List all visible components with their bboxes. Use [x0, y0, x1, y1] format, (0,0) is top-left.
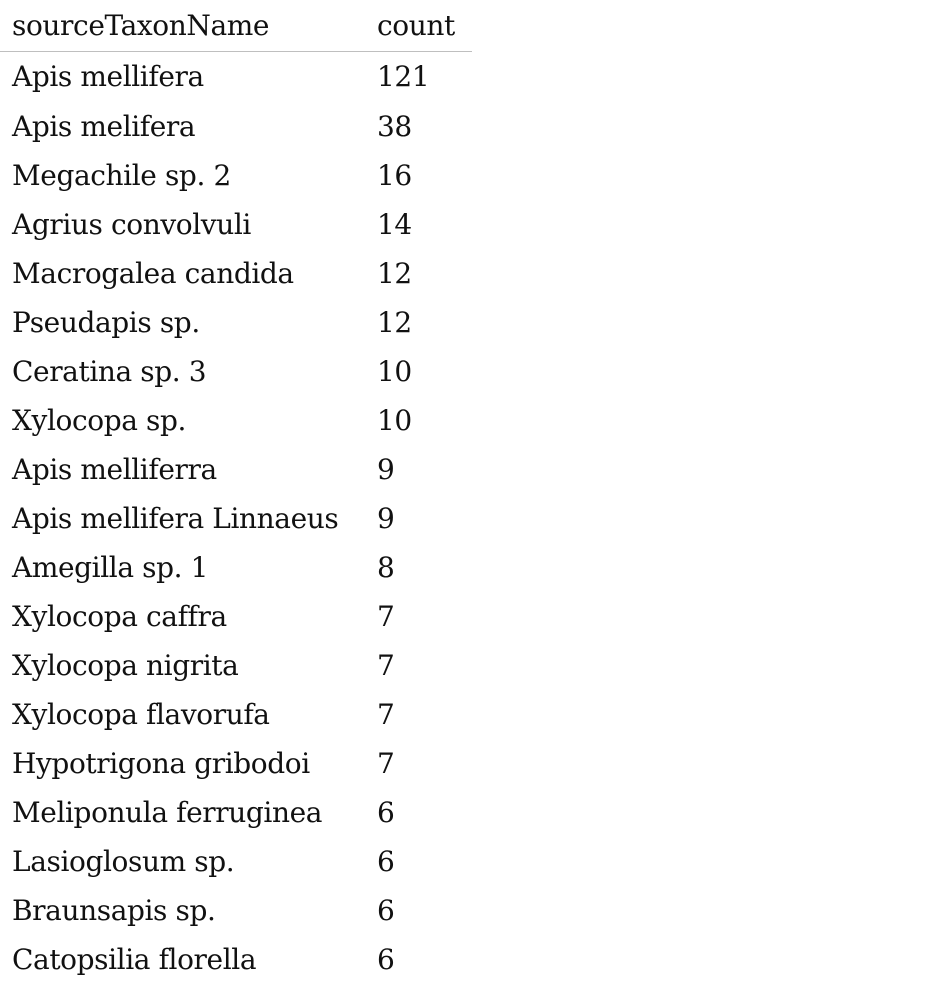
table-row: Xylocopa flavorufa 7 [0, 690, 472, 739]
table-row: Braunsapis sp. 6 [0, 886, 472, 935]
taxon-name-cell: Apis mellifera Linnaeus [12, 502, 339, 535]
taxon-name-cell: Meliponula ferruginea [12, 796, 323, 829]
count-cell: 121 [377, 60, 430, 93]
taxon-name-cell: Agrius convolvuli [12, 208, 251, 241]
count-cell: 10 [377, 404, 412, 437]
taxon-name-cell: Megachile sp. 2 [12, 159, 231, 192]
table-row: Hypotrigona gribodoi 7 [0, 739, 472, 788]
taxon-name-cell: Apis melifera [12, 110, 196, 143]
count-cell: 7 [377, 649, 395, 682]
count-cell: 12 [377, 306, 412, 339]
count-cell: 9 [377, 453, 395, 486]
taxon-name-cell: Xylocopa sp. [12, 404, 187, 437]
count-cell: 38 [377, 110, 412, 143]
table-row: Xylocopa sp. 10 [0, 396, 472, 445]
table-row: Xylocopa nigrita 7 [0, 641, 472, 690]
table-row: Lasioglosum sp. 6 [0, 837, 472, 886]
count-cell: 6 [377, 943, 395, 976]
taxon-name-cell: Pseudapis sp. [12, 306, 200, 339]
table-row: Apis mellifera Linnaeus 9 [0, 494, 472, 543]
count-cell: 16 [377, 159, 412, 192]
count-cell: 8 [377, 551, 395, 584]
taxon-name-cell: Xylocopa caffra [12, 600, 227, 633]
table-row: Apis melliferra 9 [0, 445, 472, 494]
taxon-name-cell: Xylocopa nigrita [12, 649, 239, 682]
table-row: Macrogalea candida 12 [0, 249, 472, 298]
taxon-count-table: sourceTaxonName count Apis mellifera 121 … [0, 0, 472, 985]
count-cell: 7 [377, 698, 395, 731]
table-row: Amegilla sp. 1 8 [0, 543, 472, 592]
header-row: sourceTaxonName count [0, 0, 472, 52]
count-cell: 12 [377, 257, 412, 290]
table-row: Pseudapis sp. 12 [0, 298, 472, 347]
taxon-count-table-container: sourceTaxonName count Apis mellifera 121 … [0, 0, 472, 985]
count-cell: 9 [377, 502, 395, 535]
table-row: Xylocopa caffra 7 [0, 592, 472, 641]
column-header-source-taxon-name: sourceTaxonName [0, 0, 377, 52]
taxon-name-cell: Amegilla sp. 1 [12, 551, 209, 584]
taxon-name-cell: Xylocopa flavorufa [12, 698, 270, 731]
taxon-name-cell: Apis melliferra [12, 453, 217, 486]
table-row: Apis melifera 38 [0, 102, 472, 151]
column-header-count: count [377, 0, 472, 52]
taxon-name-cell: Hypotrigona gribodoi [12, 747, 310, 780]
table-row: Megachile sp. 2 16 [0, 151, 472, 200]
taxon-name-cell: Macrogalea candida [12, 257, 294, 290]
count-cell: 7 [377, 600, 395, 633]
count-cell: 6 [377, 894, 395, 927]
table-row: Agrius convolvuli 14 [0, 200, 472, 249]
count-cell: 6 [377, 796, 395, 829]
count-cell: 6 [377, 845, 395, 878]
taxon-name-cell: Braunsapis sp. [12, 894, 216, 927]
taxon-name-cell: Ceratina sp. 3 [12, 355, 207, 388]
table-row: Meliponula ferruginea 6 [0, 788, 472, 837]
taxon-name-cell: Lasioglosum sp. [12, 845, 235, 878]
taxon-name-cell: Catopsilia florella [12, 943, 257, 976]
count-cell: 7 [377, 747, 395, 780]
count-cell: 10 [377, 355, 412, 388]
table-body: Apis mellifera 121 Apis melifera 38 Megach… [0, 52, 472, 985]
table-header: sourceTaxonName count [0, 0, 472, 52]
table-row: Ceratina sp. 3 10 [0, 347, 472, 396]
table-row: Catopsilia florella 6 [0, 935, 472, 984]
table-row: Apis mellifera 121 [0, 52, 472, 103]
taxon-name-cell: Apis mellifera [12, 60, 204, 93]
count-cell: 14 [377, 208, 412, 241]
